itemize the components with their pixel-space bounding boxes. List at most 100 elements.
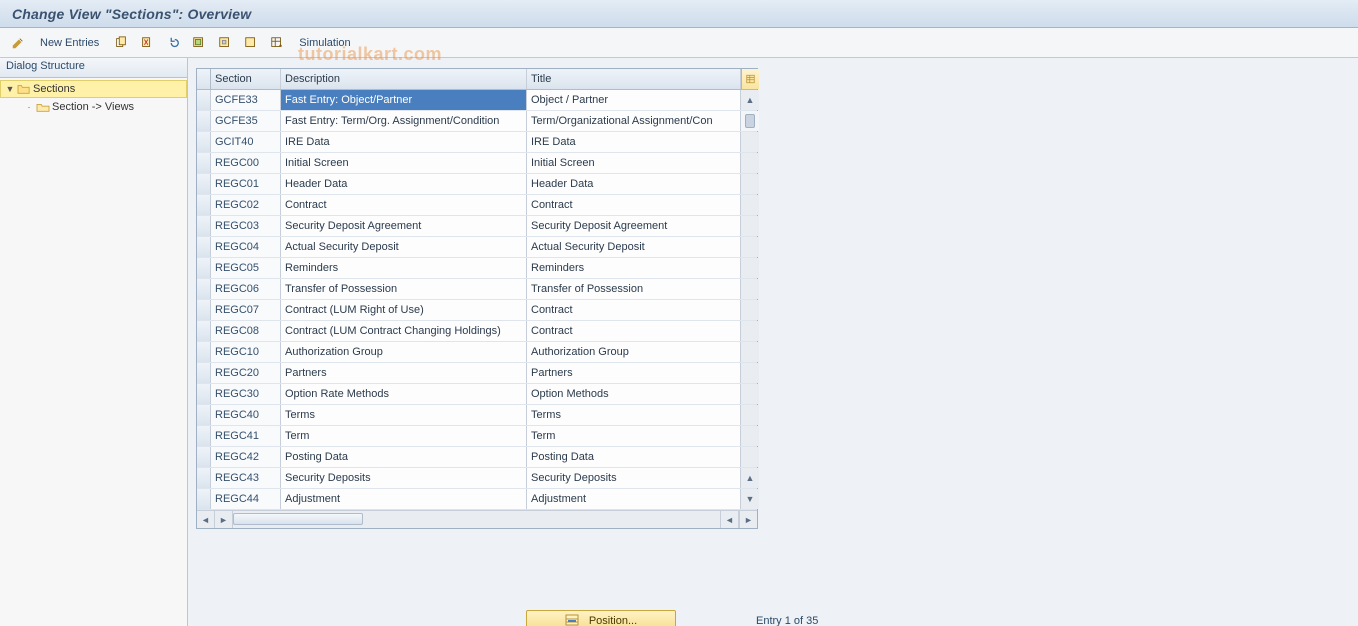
hscroll-step-right-icon[interactable]: ► [215, 511, 233, 528]
cell-description[interactable]: Transfer of Possession [281, 279, 527, 299]
tree-node-section-views[interactable]: · Section -> Views [0, 98, 187, 116]
column-header-title[interactable]: Title [527, 69, 741, 89]
position-button[interactable]: Position... [526, 610, 676, 626]
row-selector[interactable] [197, 216, 211, 236]
table-row[interactable]: REGC00Initial ScreenInitial Screen [197, 153, 757, 174]
table-row[interactable]: GCIT40IRE DataIRE Data [197, 132, 757, 153]
cell-section[interactable]: GCFE35 [211, 111, 281, 131]
cell-section[interactable]: REGC07 [211, 300, 281, 320]
row-selector[interactable] [197, 300, 211, 320]
row-selector[interactable] [197, 153, 211, 173]
select-all-icon[interactable] [189, 33, 209, 53]
row-selector[interactable] [197, 111, 211, 131]
cell-description[interactable]: Security Deposits [281, 468, 527, 488]
table-row[interactable]: REGC30Option Rate MethodsOption Methods [197, 384, 757, 405]
deselect-all-icon[interactable] [241, 33, 261, 53]
column-header-section[interactable]: Section [211, 69, 281, 89]
vscroll-track[interactable] [741, 111, 759, 131]
tree-expander-icon[interactable]: ▼ [5, 84, 15, 94]
table-row[interactable]: REGC44AdjustmentAdjustment▼ [197, 489, 757, 510]
cell-description[interactable]: Authorization Group [281, 342, 527, 362]
cell-section[interactable]: REGC04 [211, 237, 281, 257]
cell-section[interactable]: REGC02 [211, 195, 281, 215]
cell-section[interactable]: GCIT40 [211, 132, 281, 152]
row-selector[interactable] [197, 174, 211, 194]
cell-title[interactable]: Option Methods [527, 384, 741, 404]
row-selector[interactable] [197, 258, 211, 278]
row-selector[interactable] [197, 195, 211, 215]
cell-title[interactable]: Contract [527, 300, 741, 320]
cell-description[interactable]: Actual Security Deposit [281, 237, 527, 257]
simulation-button[interactable]: Simulation [293, 32, 356, 54]
cell-description[interactable]: Terms [281, 405, 527, 425]
row-selector[interactable] [197, 237, 211, 257]
cell-title[interactable]: Security Deposits [527, 468, 741, 488]
undo-change-icon[interactable] [163, 33, 183, 53]
table-row[interactable]: REGC07Contract (LUM Right of Use)Contrac… [197, 300, 757, 321]
row-selector[interactable] [197, 90, 211, 110]
cell-title[interactable]: Contract [527, 195, 741, 215]
cell-description[interactable]: Adjustment [281, 489, 527, 509]
hscroll-step-left2-icon[interactable]: ◄ [721, 511, 739, 528]
cell-title[interactable]: Terms [527, 405, 741, 425]
cell-title[interactable]: Term [527, 426, 741, 446]
row-selector[interactable] [197, 489, 211, 509]
cell-description[interactable]: IRE Data [281, 132, 527, 152]
cell-description[interactable]: Contract (LUM Right of Use) [281, 300, 527, 320]
cell-section[interactable]: REGC05 [211, 258, 281, 278]
cell-description[interactable]: Contract [281, 195, 527, 215]
vscroll-up-icon[interactable]: ▲ [741, 90, 759, 110]
cell-section[interactable]: REGC03 [211, 216, 281, 236]
hscroll-left-icon[interactable]: ◄ [197, 511, 215, 528]
cell-title[interactable]: Header Data [527, 174, 741, 194]
table-settings-icon[interactable] [267, 33, 287, 53]
cell-section[interactable]: REGC01 [211, 174, 281, 194]
cell-section[interactable]: REGC08 [211, 321, 281, 341]
table-row[interactable]: GCFE33Fast Entry: Object/PartnerObject /… [197, 90, 757, 111]
cell-description[interactable]: Initial Screen [281, 153, 527, 173]
cell-description[interactable]: Header Data [281, 174, 527, 194]
vscroll-down-icon[interactable]: ▼ [741, 489, 759, 509]
cell-section[interactable]: REGC44 [211, 489, 281, 509]
cell-description[interactable]: Security Deposit Agreement [281, 216, 527, 236]
cell-title[interactable]: Partners [527, 363, 741, 383]
cell-title[interactable]: Contract [527, 321, 741, 341]
cell-section[interactable]: GCFE33 [211, 90, 281, 110]
table-row[interactable]: REGC02ContractContract [197, 195, 757, 216]
table-row[interactable]: REGC01Header DataHeader Data [197, 174, 757, 195]
table-row[interactable]: REGC03Security Deposit AgreementSecurity… [197, 216, 757, 237]
table-row[interactable]: REGC43Security DepositsSecurity Deposits… [197, 468, 757, 489]
row-selector[interactable] [197, 363, 211, 383]
cell-description[interactable]: Option Rate Methods [281, 384, 527, 404]
cell-description[interactable]: Fast Entry: Object/Partner [281, 90, 527, 110]
table-row[interactable]: GCFE35Fast Entry: Term/Org. Assignment/C… [197, 111, 757, 132]
cell-section[interactable]: REGC41 [211, 426, 281, 446]
cell-title[interactable]: Actual Security Deposit [527, 237, 741, 257]
cell-title[interactable]: Authorization Group [527, 342, 741, 362]
table-row[interactable]: REGC05RemindersReminders [197, 258, 757, 279]
row-selector[interactable] [197, 321, 211, 341]
hscroll-thumb[interactable] [233, 513, 363, 525]
cell-section[interactable]: REGC00 [211, 153, 281, 173]
cell-description[interactable]: Reminders [281, 258, 527, 278]
cell-description[interactable]: Partners [281, 363, 527, 383]
copy-as-icon[interactable] [111, 33, 131, 53]
select-block-icon[interactable] [215, 33, 235, 53]
table-corner-cell[interactable] [197, 69, 211, 89]
row-selector[interactable] [197, 426, 211, 446]
row-selector[interactable] [197, 447, 211, 467]
cell-section[interactable]: REGC42 [211, 447, 281, 467]
table-row[interactable]: REGC08Contract (LUM Contract Changing Ho… [197, 321, 757, 342]
delete-icon[interactable] [137, 33, 157, 53]
cell-title[interactable]: Initial Screen [527, 153, 741, 173]
row-selector[interactable] [197, 405, 211, 425]
table-row[interactable]: REGC04Actual Security DepositActual Secu… [197, 237, 757, 258]
row-selector[interactable] [197, 468, 211, 488]
toggle-display-change-icon[interactable] [8, 33, 28, 53]
cell-title[interactable]: Security Deposit Agreement [527, 216, 741, 236]
cell-title[interactable]: Posting Data [527, 447, 741, 467]
cell-section[interactable]: REGC43 [211, 468, 281, 488]
table-row[interactable]: REGC40TermsTerms [197, 405, 757, 426]
cell-title[interactable]: Transfer of Possession [527, 279, 741, 299]
cell-title[interactable]: Adjustment [527, 489, 741, 509]
